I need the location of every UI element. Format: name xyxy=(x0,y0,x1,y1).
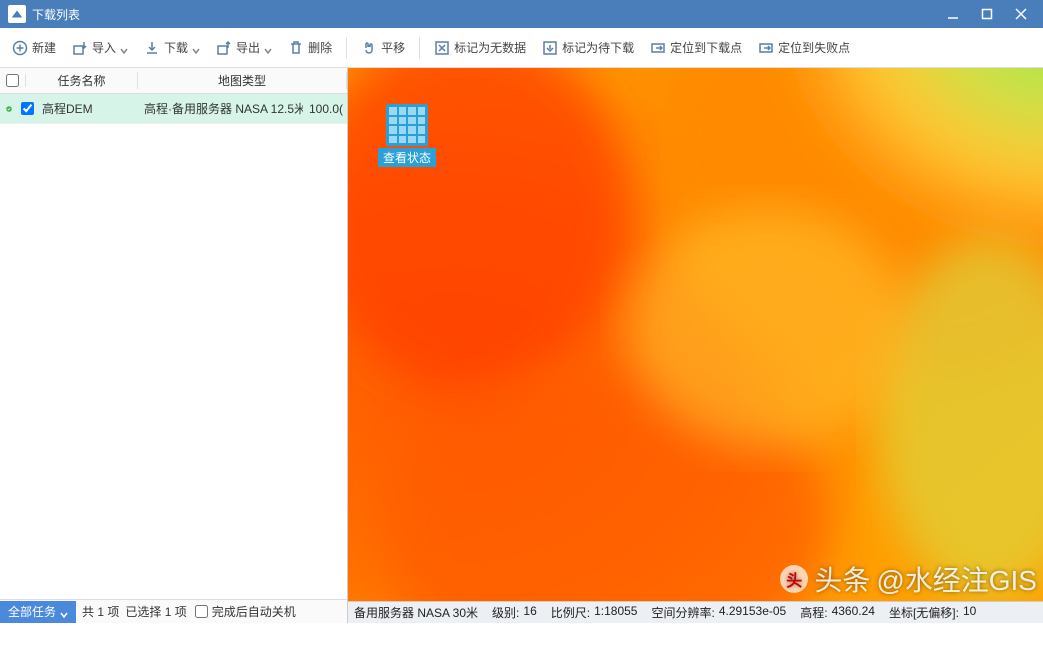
all-tasks-label: 全部任务 xyxy=(8,603,56,620)
status-resolution-value: 4.29153e-05 xyxy=(719,604,786,621)
header-name: 任务名称 xyxy=(26,72,138,89)
status-elevation-value: 4360.24 xyxy=(832,604,875,621)
window-controls xyxy=(943,4,1039,24)
status-scale-value: 1:18055 xyxy=(594,604,637,621)
left-footer: 全部任务 共 1 项 已选择 1 项 完成后自动关机 xyxy=(0,599,347,623)
mark-pending-label: 标记为待下载 xyxy=(562,39,634,56)
toolbar-separator xyxy=(419,37,420,59)
watermark: 头 头条 @水经注GIS xyxy=(780,559,1037,599)
chevron-down-icon xyxy=(120,44,128,52)
row-status-icon xyxy=(0,102,18,116)
view-status-tile[interactable]: 查看状态 xyxy=(378,104,436,167)
maximize-button[interactable] xyxy=(977,4,997,24)
download-label: 下载 xyxy=(164,39,188,56)
download-icon xyxy=(144,40,160,56)
new-label: 新建 xyxy=(32,39,56,56)
pan-button[interactable]: 平移 xyxy=(355,35,411,60)
row-checkbox-cell xyxy=(18,102,36,115)
check-ok-icon xyxy=(6,102,12,116)
all-tasks-button[interactable]: 全部任务 xyxy=(0,601,76,623)
table-header: 任务名称 地图类型 xyxy=(0,68,347,94)
auto-shutdown-checkbox[interactable] xyxy=(195,605,208,618)
row-name: 高程DEM xyxy=(36,100,138,117)
chevron-down-icon xyxy=(264,44,272,52)
heatmap-layer xyxy=(348,68,1043,623)
download-button[interactable]: 下载 xyxy=(138,35,206,60)
status-coord-label: 坐标[无偏移]: xyxy=(889,604,959,621)
status-coord-value: 10 xyxy=(963,604,976,621)
row-checkbox[interactable] xyxy=(21,102,34,115)
import-icon xyxy=(72,40,88,56)
status-level-label: 级别: xyxy=(492,604,519,621)
import-label: 导入 xyxy=(92,39,116,56)
plus-icon xyxy=(12,40,28,56)
toolbar-separator xyxy=(346,37,347,59)
mark-nodata-label: 标记为无数据 xyxy=(454,39,526,56)
new-button[interactable]: 新建 xyxy=(6,35,62,60)
mark-pending-icon xyxy=(542,40,558,56)
mark-nodata-button[interactable]: 标记为无数据 xyxy=(428,35,532,60)
trash-icon xyxy=(288,40,304,56)
watermark-prefix: 头条 xyxy=(814,559,870,599)
header-type: 地图类型 xyxy=(138,72,347,89)
status-scale-label: 比例尺: xyxy=(551,604,590,621)
export-button[interactable]: 导出 xyxy=(210,35,278,60)
watermark-icon: 头 xyxy=(780,565,808,593)
mark-nodata-icon xyxy=(434,40,450,56)
watermark-handle: @水经注GIS xyxy=(876,559,1037,599)
status-server: 备用服务器 NASA 30米 xyxy=(354,604,478,621)
header-checkbox-cell xyxy=(0,74,26,87)
table-body: 高程DEM 高程·备用服务器 NASA 12.5米 100.0( xyxy=(0,94,347,599)
minimize-button[interactable] xyxy=(943,4,963,24)
locate-fail-button[interactable]: 定位到失败点 xyxy=(752,35,856,60)
export-icon xyxy=(216,40,232,56)
row-type: 高程·备用服务器 NASA 12.5米 xyxy=(138,100,303,117)
export-label: 导出 xyxy=(236,39,260,56)
hand-icon xyxy=(361,40,377,56)
status-level-value: 16 xyxy=(523,604,536,621)
auto-shutdown-label: 完成后自动关机 xyxy=(212,603,296,620)
chevron-down-icon xyxy=(192,44,200,52)
selected-text: 已选择 1 项 xyxy=(125,603,186,620)
status-elevation-label: 高程: xyxy=(800,604,827,621)
delete-label: 删除 xyxy=(308,39,332,56)
locate-fail-icon xyxy=(758,40,774,56)
locate-download-button[interactable]: 定位到下载点 xyxy=(644,35,748,60)
toolbar: 新建 导入 下载 导出 删除 平移 标记为无数据 xyxy=(0,28,1043,68)
close-button[interactable] xyxy=(1011,4,1031,24)
map-viewport[interactable]: 查看状态 头 头条 @水经注GIS 备用服务器 NASA 30米 级别: 16 … xyxy=(348,68,1043,623)
import-button[interactable]: 导入 xyxy=(66,35,134,60)
select-all-checkbox[interactable] xyxy=(6,74,19,87)
view-status-label: 查看状态 xyxy=(378,148,436,167)
status-resolution-label: 空间分辨率: xyxy=(651,604,714,621)
auto-shutdown-toggle[interactable]: 完成后自动关机 xyxy=(195,603,296,620)
locate-download-label: 定位到下载点 xyxy=(670,39,742,56)
app-window: 下载列表 新建 导入 下载 导出 删除 xyxy=(0,0,1043,646)
count-text: 共 1 项 xyxy=(82,603,119,620)
titlebar: 下载列表 xyxy=(0,0,1043,28)
row-percent: 100.0( xyxy=(303,102,347,116)
grid-icon xyxy=(386,104,428,146)
table-row[interactable]: 高程DEM 高程·备用服务器 NASA 12.5米 100.0( xyxy=(0,94,347,124)
locate-download-icon xyxy=(650,40,666,56)
locate-fail-label: 定位到失败点 xyxy=(778,39,850,56)
mark-pending-button[interactable]: 标记为待下载 xyxy=(536,35,640,60)
chevron-down-icon xyxy=(60,608,68,616)
task-list-panel: 任务名称 地图类型 高程DEM 高程·备用服务器 NASA 12.5米 100.… xyxy=(0,68,348,623)
delete-button[interactable]: 删除 xyxy=(282,35,338,60)
window-title: 下载列表 xyxy=(32,6,943,23)
pan-label: 平移 xyxy=(381,39,405,56)
app-icon xyxy=(8,5,26,23)
main-area: 任务名称 地图类型 高程DEM 高程·备用服务器 NASA 12.5米 100.… xyxy=(0,68,1043,623)
status-bar: 备用服务器 NASA 30米 级别: 16 比例尺: 1:18055 空间分辨率… xyxy=(348,601,1043,623)
